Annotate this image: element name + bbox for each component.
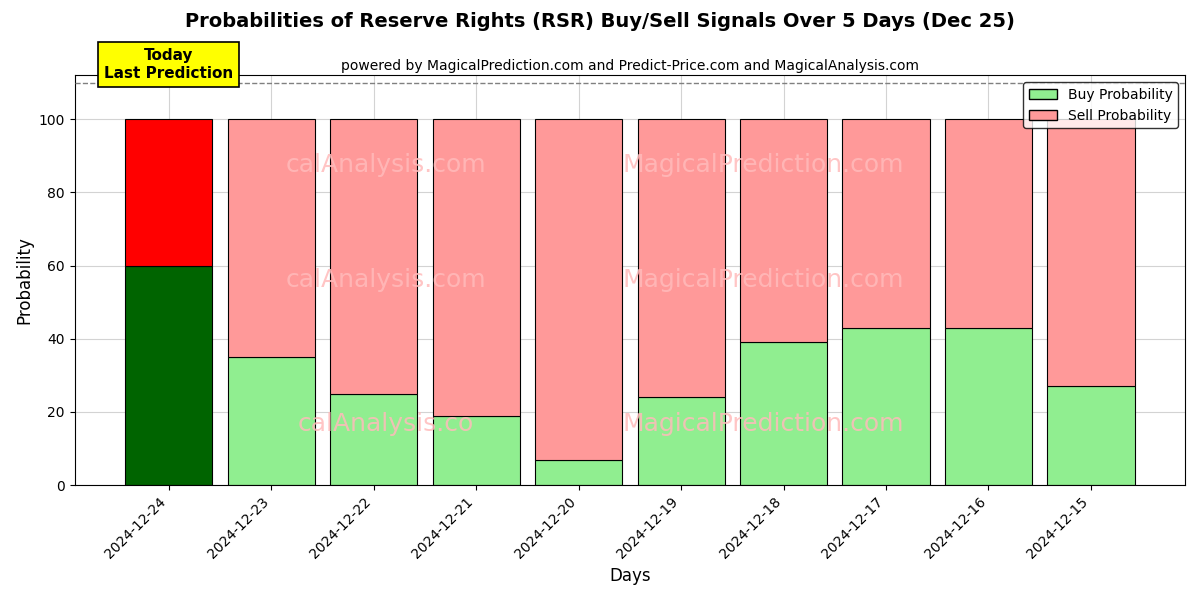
Bar (944, 119, 1032, 328)
Bar (330, 119, 418, 394)
Text: Probabilities of Reserve Rights (RSR) Buy/Sell Signals Over 5 Days (Dec 25): Probabilities of Reserve Rights (RSR) Bu… (185, 12, 1015, 31)
Text: calAnalysis.com: calAnalysis.com (286, 154, 486, 178)
X-axis label: Days: Days (610, 567, 650, 585)
Text: Today
Last Prediction: Today Last Prediction (104, 49, 233, 81)
Bar (535, 119, 622, 460)
Bar (637, 397, 725, 485)
Bar (228, 119, 314, 357)
Text: calAnalysis.co: calAnalysis.co (298, 412, 474, 436)
Text: MagicalPrediction.com: MagicalPrediction.com (623, 412, 904, 436)
Bar (740, 343, 827, 485)
Y-axis label: Probability: Probability (16, 236, 34, 324)
Bar (125, 266, 212, 485)
Bar (944, 328, 1032, 485)
Title: powered by MagicalPrediction.com and Predict-Price.com and MagicalAnalysis.com: powered by MagicalPrediction.com and Pre… (341, 59, 919, 73)
Bar (1048, 386, 1134, 485)
Bar (125, 119, 212, 266)
Bar (432, 119, 520, 416)
Text: MagicalPrediction.com: MagicalPrediction.com (623, 268, 904, 292)
Bar (330, 394, 418, 485)
Bar (1048, 119, 1134, 386)
Bar (535, 460, 622, 485)
Bar (740, 119, 827, 343)
Bar (228, 357, 314, 485)
Text: MagicalPrediction.com: MagicalPrediction.com (623, 154, 904, 178)
Text: calAnalysis.com: calAnalysis.com (286, 268, 486, 292)
Bar (432, 416, 520, 485)
Bar (842, 119, 930, 328)
Legend: Buy Probability, Sell Probability: Buy Probability, Sell Probability (1024, 82, 1178, 128)
Bar (842, 328, 930, 485)
Bar (637, 119, 725, 397)
